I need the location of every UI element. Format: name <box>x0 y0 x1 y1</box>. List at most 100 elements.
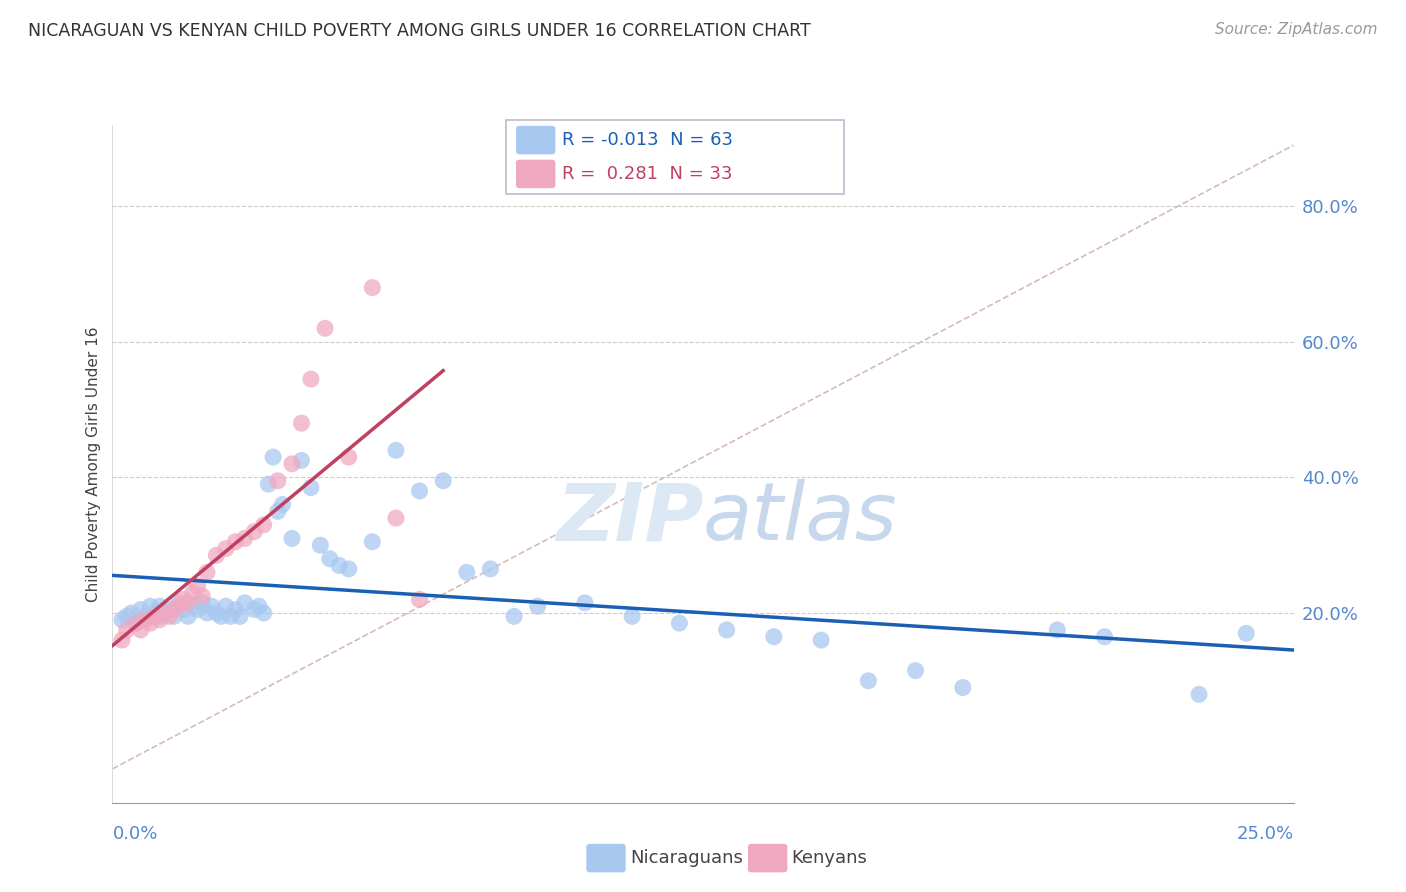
Point <box>319 551 342 566</box>
Point <box>205 606 228 620</box>
Point <box>299 481 322 495</box>
Point <box>139 599 162 614</box>
Point <box>299 372 322 386</box>
Point <box>191 589 214 603</box>
Point <box>247 599 270 614</box>
Point <box>157 602 180 616</box>
Point <box>253 606 276 620</box>
Point <box>385 443 408 458</box>
Point <box>181 585 204 599</box>
Point <box>129 623 152 637</box>
Text: Nicaraguans: Nicaraguans <box>630 849 742 867</box>
Point <box>257 477 280 491</box>
Point <box>262 450 284 464</box>
Y-axis label: Child Poverty Among Girls Under 16: Child Poverty Among Girls Under 16 <box>86 326 101 601</box>
Point <box>181 599 204 614</box>
Point <box>163 609 186 624</box>
Text: Source: ZipAtlas.com: Source: ZipAtlas.com <box>1215 22 1378 37</box>
Point <box>952 681 974 695</box>
Point <box>337 450 360 464</box>
Point <box>224 602 246 616</box>
Point <box>143 606 166 620</box>
Point <box>201 599 224 614</box>
Point <box>408 483 430 498</box>
Point <box>115 609 138 624</box>
Point <box>361 534 384 549</box>
Point <box>456 566 478 580</box>
Point <box>1094 630 1116 644</box>
Point <box>267 504 290 518</box>
Text: 25.0%: 25.0% <box>1236 825 1294 843</box>
Point <box>167 599 190 614</box>
Point <box>408 592 430 607</box>
Point <box>503 609 526 624</box>
Point <box>668 616 690 631</box>
Point <box>111 613 134 627</box>
Point <box>149 613 172 627</box>
Point <box>172 602 194 616</box>
Point <box>224 534 246 549</box>
Point <box>233 596 256 610</box>
Point <box>314 321 336 335</box>
Text: Kenyans: Kenyans <box>792 849 868 867</box>
Point <box>125 616 148 631</box>
Point <box>153 606 176 620</box>
Point <box>243 602 266 616</box>
Point <box>432 474 454 488</box>
Point <box>762 630 785 644</box>
Text: 0.0%: 0.0% <box>112 825 157 843</box>
Point <box>904 664 927 678</box>
Point <box>479 562 502 576</box>
Point <box>172 592 194 607</box>
Point <box>858 673 880 688</box>
Point <box>177 609 200 624</box>
Point <box>526 599 548 614</box>
Point <box>195 606 218 620</box>
Point <box>253 517 276 532</box>
Point <box>135 613 157 627</box>
Point <box>111 633 134 648</box>
Point <box>219 609 242 624</box>
Point <box>186 579 208 593</box>
Point <box>191 596 214 610</box>
Point <box>215 599 238 614</box>
Text: NICARAGUAN VS KENYAN CHILD POVERTY AMONG GIRLS UNDER 16 CORRELATION CHART: NICARAGUAN VS KENYAN CHILD POVERTY AMONG… <box>28 22 811 40</box>
Text: R =  0.281  N = 33: R = 0.281 N = 33 <box>562 165 733 183</box>
Point <box>120 606 142 620</box>
Point <box>290 416 312 430</box>
Point <box>149 599 172 614</box>
Point <box>153 606 176 620</box>
Point <box>1046 623 1069 637</box>
Point <box>195 566 218 580</box>
Point <box>229 609 252 624</box>
Point <box>574 596 596 610</box>
Point <box>328 558 350 573</box>
Point <box>143 609 166 624</box>
Point <box>215 541 238 556</box>
Point <box>167 596 190 610</box>
Point <box>129 602 152 616</box>
Point <box>149 609 172 624</box>
Point <box>135 609 157 624</box>
Point <box>209 609 232 624</box>
Point <box>810 633 832 648</box>
Point <box>139 616 162 631</box>
Point <box>1234 626 1257 640</box>
Point <box>716 623 738 637</box>
Point <box>621 609 644 624</box>
Point <box>177 596 200 610</box>
Point <box>163 602 186 616</box>
Point <box>361 280 384 294</box>
Point <box>281 532 304 546</box>
Point <box>309 538 332 552</box>
Point <box>233 532 256 546</box>
Point <box>337 562 360 576</box>
Point <box>290 453 312 467</box>
Point <box>115 623 138 637</box>
Point <box>243 524 266 539</box>
Text: atlas: atlas <box>703 479 898 558</box>
Point <box>125 616 148 631</box>
Point <box>1188 687 1211 701</box>
Point <box>205 549 228 563</box>
Point <box>157 609 180 624</box>
